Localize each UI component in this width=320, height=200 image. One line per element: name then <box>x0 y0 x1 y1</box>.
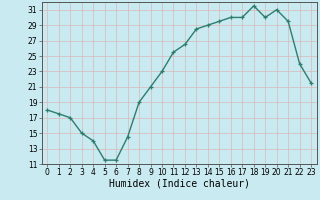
X-axis label: Humidex (Indice chaleur): Humidex (Indice chaleur) <box>109 179 250 189</box>
